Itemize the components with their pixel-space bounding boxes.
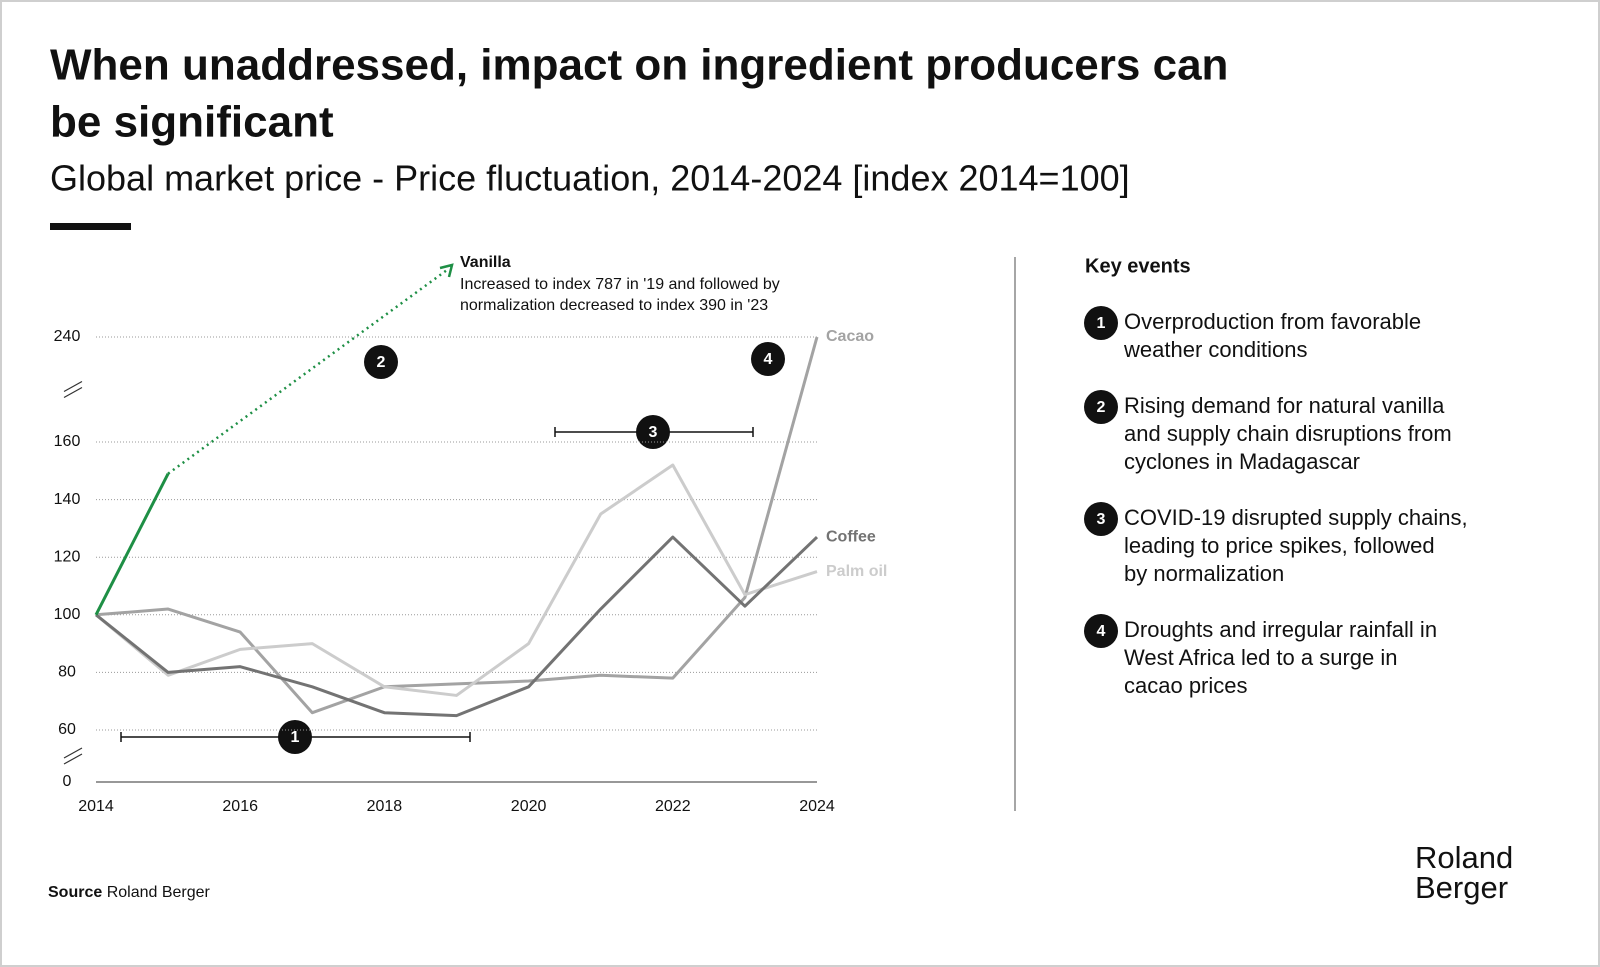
logo: Berger [1415, 870, 1508, 905]
key-events-title: Key events [1085, 255, 1191, 277]
marker-number: 3 [649, 424, 658, 441]
annotation: Increased to index 787 in '19 and follow… [460, 276, 780, 293]
series-label: Cacao [826, 328, 874, 345]
event-text: leading to price spikes, followed [1124, 533, 1435, 558]
source: Source Roland Berger [48, 884, 211, 901]
chart-subtitle: Global market price - Price fluctuation,… [50, 158, 1130, 199]
accent-bar [50, 223, 131, 230]
event-number: 3 [1097, 511, 1106, 528]
y-tick-label: 160 [54, 433, 81, 450]
y-tick-label: 140 [54, 491, 81, 508]
event-text: Droughts and irregular rainfall in [1124, 617, 1437, 642]
chart-title: When unaddressed, impact on ingredient p… [50, 41, 1228, 90]
event-number: 2 [1097, 399, 1106, 416]
chart-title: be significant [50, 98, 334, 147]
event-badge [1084, 390, 1118, 424]
event-badge [1084, 306, 1118, 340]
y-tick-label: 100 [54, 606, 81, 623]
annotation: normalization decreased to index 390 in … [460, 297, 768, 314]
x-tick-label: 2022 [655, 798, 691, 815]
vanilla-arrowhead [439, 263, 454, 278]
y-tick-label: 0 [63, 773, 72, 790]
line-series [95, 535, 819, 718]
marker-number: 2 [377, 354, 386, 371]
source-label: Source [48, 884, 102, 901]
y-tick-label: 120 [54, 548, 81, 565]
line-series [95, 463, 818, 697]
vanilla-arrow [167, 268, 448, 475]
x-tick-label: 2024 [799, 798, 835, 815]
event-text: cyclones in Madagascar [1124, 449, 1360, 474]
event-text: cacao prices [1124, 673, 1248, 698]
source-text: Roland Berger [107, 884, 211, 901]
series-label: Palm oil [826, 563, 887, 580]
event-text: and supply chain disruptions from [1124, 421, 1452, 446]
event-number: 1 [1097, 315, 1106, 332]
event-text: weather conditions [1123, 337, 1307, 362]
event-badge [1084, 614, 1118, 648]
x-tick-label: 2016 [222, 798, 258, 815]
event-text: COVID-19 disrupted supply chains, [1124, 505, 1468, 530]
axis-break [63, 753, 83, 765]
event-text: by normalization [1124, 561, 1284, 586]
chart-markers: 1 2 3 4 [278, 342, 785, 754]
event-text: Overproduction from favorable [1124, 309, 1421, 334]
y-tick-label: 60 [58, 721, 76, 738]
y-tick-label: 240 [54, 328, 81, 345]
line-series [95, 336, 819, 715]
line-series [94, 472, 170, 616]
event-text: Rising demand for natural vanilla [1124, 393, 1445, 418]
x-tick-label: 2014 [78, 798, 114, 815]
event-number: 4 [1097, 623, 1106, 640]
annotation-title: Vanilla [460, 254, 511, 271]
y-tick-label: 80 [58, 664, 76, 681]
event-badge [1084, 502, 1118, 536]
marker-number: 4 [764, 351, 773, 368]
axis-break [63, 386, 83, 399]
event-text: West Africa led to a surge in [1124, 645, 1398, 670]
marker-number: 1 [291, 729, 300, 746]
series-label: Coffee [826, 528, 876, 545]
axis-break [63, 747, 83, 759]
x-tick-label: 2018 [367, 798, 403, 815]
logo: Roland [1415, 840, 1513, 875]
axis-break [63, 380, 83, 393]
x-tick-label: 2020 [511, 798, 547, 815]
